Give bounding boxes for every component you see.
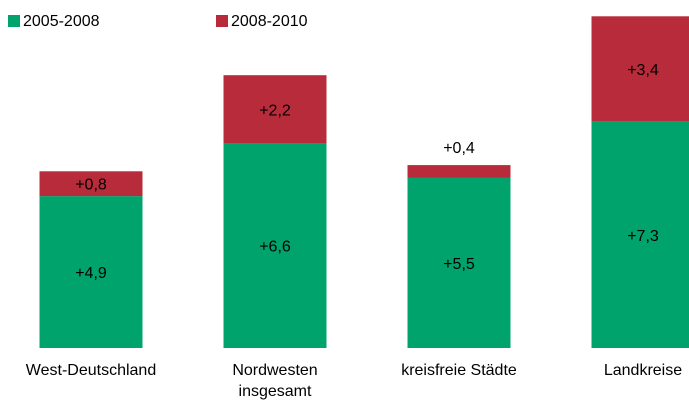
category-label-1-line-1: West-Deutschland (26, 362, 156, 379)
data-label-2-series-1: +6,6 (259, 239, 291, 256)
legend-label-2: 2008-2010 (231, 13, 308, 30)
data-label-4-series-2: +3,4 (627, 62, 659, 79)
bar-4-series-1 (591, 121, 689, 348)
data-label-1-series-1: +4,9 (75, 265, 107, 282)
legend-swatch-2 (216, 15, 228, 27)
bar-4-series-2 (591, 16, 689, 122)
data-label-1-series-2: +0,8 (75, 177, 107, 194)
legend-swatch-1 (8, 15, 20, 27)
data-label-3-series-2: +0,4 (443, 140, 475, 157)
category-label-2-line-2: insgesamt (239, 383, 312, 400)
bar-3-series-1 (407, 177, 511, 348)
data-label-4-series-1: +7,3 (627, 228, 659, 245)
category-label-3-line-1: kreisfreie Städte (401, 362, 517, 379)
data-label-3-series-1: +5,5 (443, 256, 475, 273)
category-label-4-line-1: Landkreise (604, 362, 682, 379)
bar-1-series-2 (39, 171, 143, 197)
bar-3-series-2 (407, 165, 511, 178)
category-label-2-line-1: Nordwesten (232, 362, 317, 379)
bar-2-series-1 (223, 143, 327, 348)
legend-label-1: 2005-2008 (23, 13, 100, 30)
bar-2-series-2 (223, 75, 327, 144)
bar-1-series-1 (39, 196, 143, 348)
data-label-2-series-2: +2,2 (259, 102, 291, 119)
